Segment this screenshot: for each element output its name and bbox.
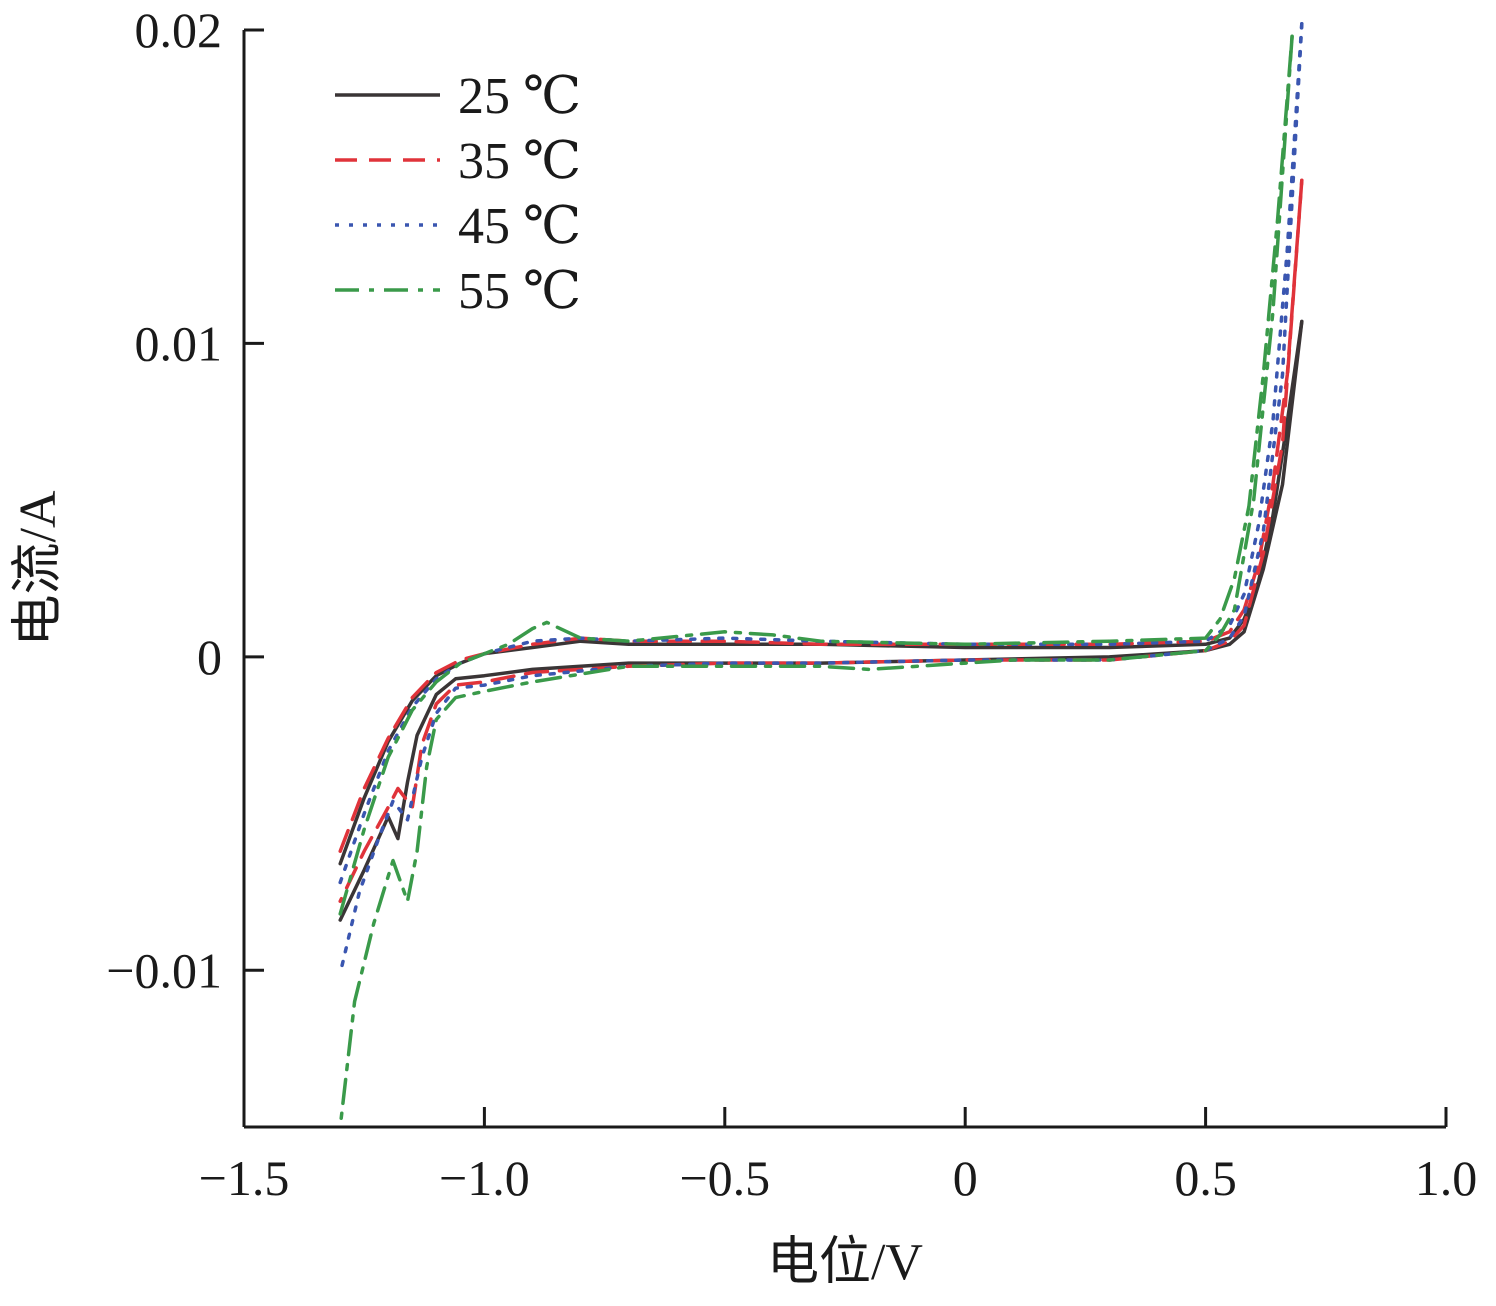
y-tick-label: 0 [197, 629, 222, 685]
x-tick-label: −1.0 [439, 1150, 530, 1206]
x-axis-ticks: −1.5 −1.0 −0.5 0 0.5 1.0 [199, 1107, 1478, 1206]
x-tick-label: 0 [953, 1150, 978, 1206]
y-axis-title: 电流/A [10, 490, 67, 646]
x-tick-label: 0.5 [1174, 1150, 1237, 1206]
series-line-1-anodic [338, 319, 1304, 866]
y-axis-ticks: −0.01 0 0.01 0.02 [106, 2, 264, 998]
y-tick-label: 0.02 [135, 2, 223, 58]
y-tick-label: −0.01 [106, 942, 222, 998]
x-tick-label: −0.5 [679, 1150, 770, 1206]
legend-label: 35 ℃ [458, 133, 581, 190]
plot-lines [338, 21, 1304, 1129]
x-tick-label: 1.0 [1415, 1150, 1478, 1206]
y-tick-label: 0.01 [135, 315, 223, 371]
legend-label: 55 ℃ [458, 263, 581, 320]
series-line-2-anodic [338, 178, 1304, 853]
series-line-4-anodic [338, 34, 1294, 916]
series-line-2-cathodic [338, 178, 1304, 904]
series-line-1-cathodic [338, 319, 1304, 922]
legend-label: 45 ℃ [458, 198, 581, 255]
x-axis-title: 电位/V [767, 1234, 923, 1291]
x-tick-label: −1.5 [199, 1150, 290, 1206]
series-line-3-cathodic [338, 21, 1304, 976]
legend: 25 ℃ 35 ℃ 45 ℃ 55 ℃ [335, 68, 581, 320]
legend-label: 25 ℃ [458, 68, 581, 125]
series-line-4-cathodic [338, 34, 1294, 1129]
